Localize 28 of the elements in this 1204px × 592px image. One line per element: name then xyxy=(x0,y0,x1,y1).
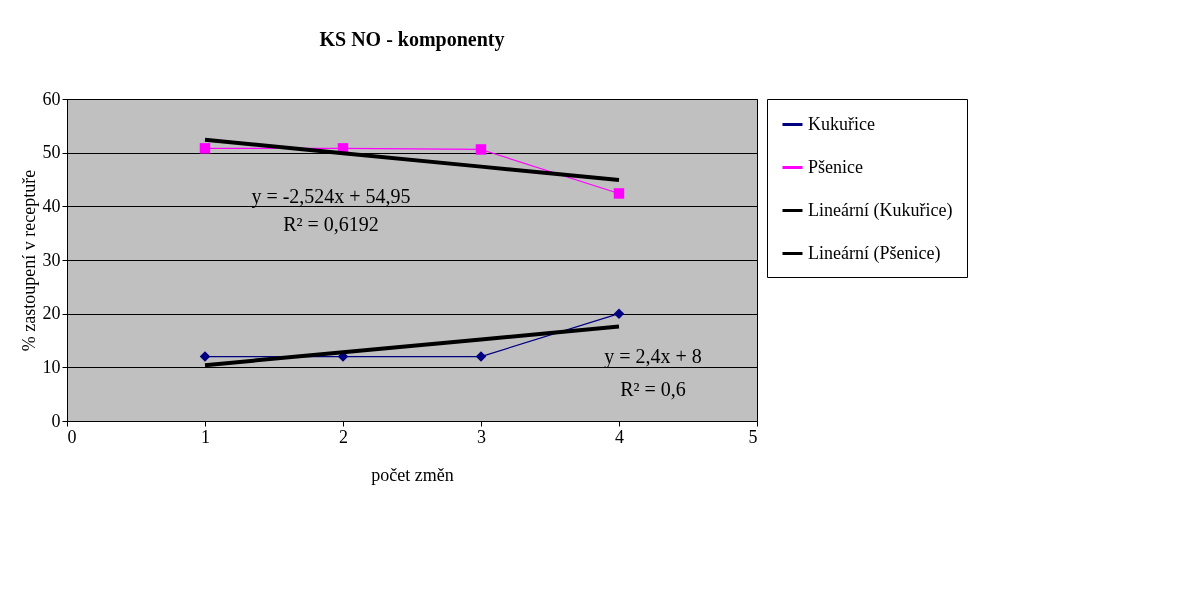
annotation: R² = 0,6 xyxy=(620,378,686,400)
x-tick-label: 0 xyxy=(67,426,77,447)
y-tick-label: 0 xyxy=(51,410,61,431)
x-tick-label: 1 xyxy=(201,426,210,447)
point xyxy=(475,351,487,362)
legend-label: Kukuřice xyxy=(808,113,875,134)
legend-label: Lineární (Pšenice) xyxy=(808,242,941,264)
y-tick-label: 50 xyxy=(42,142,61,163)
y-tick-label: 60 xyxy=(42,88,61,109)
point xyxy=(613,188,625,199)
y-tick-label: 10 xyxy=(42,356,61,377)
legend-label: Pšenice xyxy=(808,156,863,177)
y-tick-label: 20 xyxy=(42,303,61,324)
y-tick-label: 30 xyxy=(42,249,61,270)
annotation: R² = 0,6192 xyxy=(283,213,379,235)
y-tick-label: 40 xyxy=(42,195,61,216)
point xyxy=(613,308,625,319)
x-tick-label: 3 xyxy=(477,426,486,447)
chart-title: KS NO - komponenty xyxy=(319,28,505,51)
legend-label: Lineární (Kukuřice) xyxy=(808,199,953,221)
point xyxy=(199,351,211,362)
point xyxy=(199,143,211,154)
y-axis-title: % zastoupení v receptuře xyxy=(18,169,39,352)
x-tick-label: 2 xyxy=(339,426,348,447)
x-tick-label: 5 xyxy=(748,426,758,447)
point xyxy=(475,144,487,155)
x-tick-label: 4 xyxy=(615,426,624,447)
x-axis-title: počet změn xyxy=(371,464,454,485)
